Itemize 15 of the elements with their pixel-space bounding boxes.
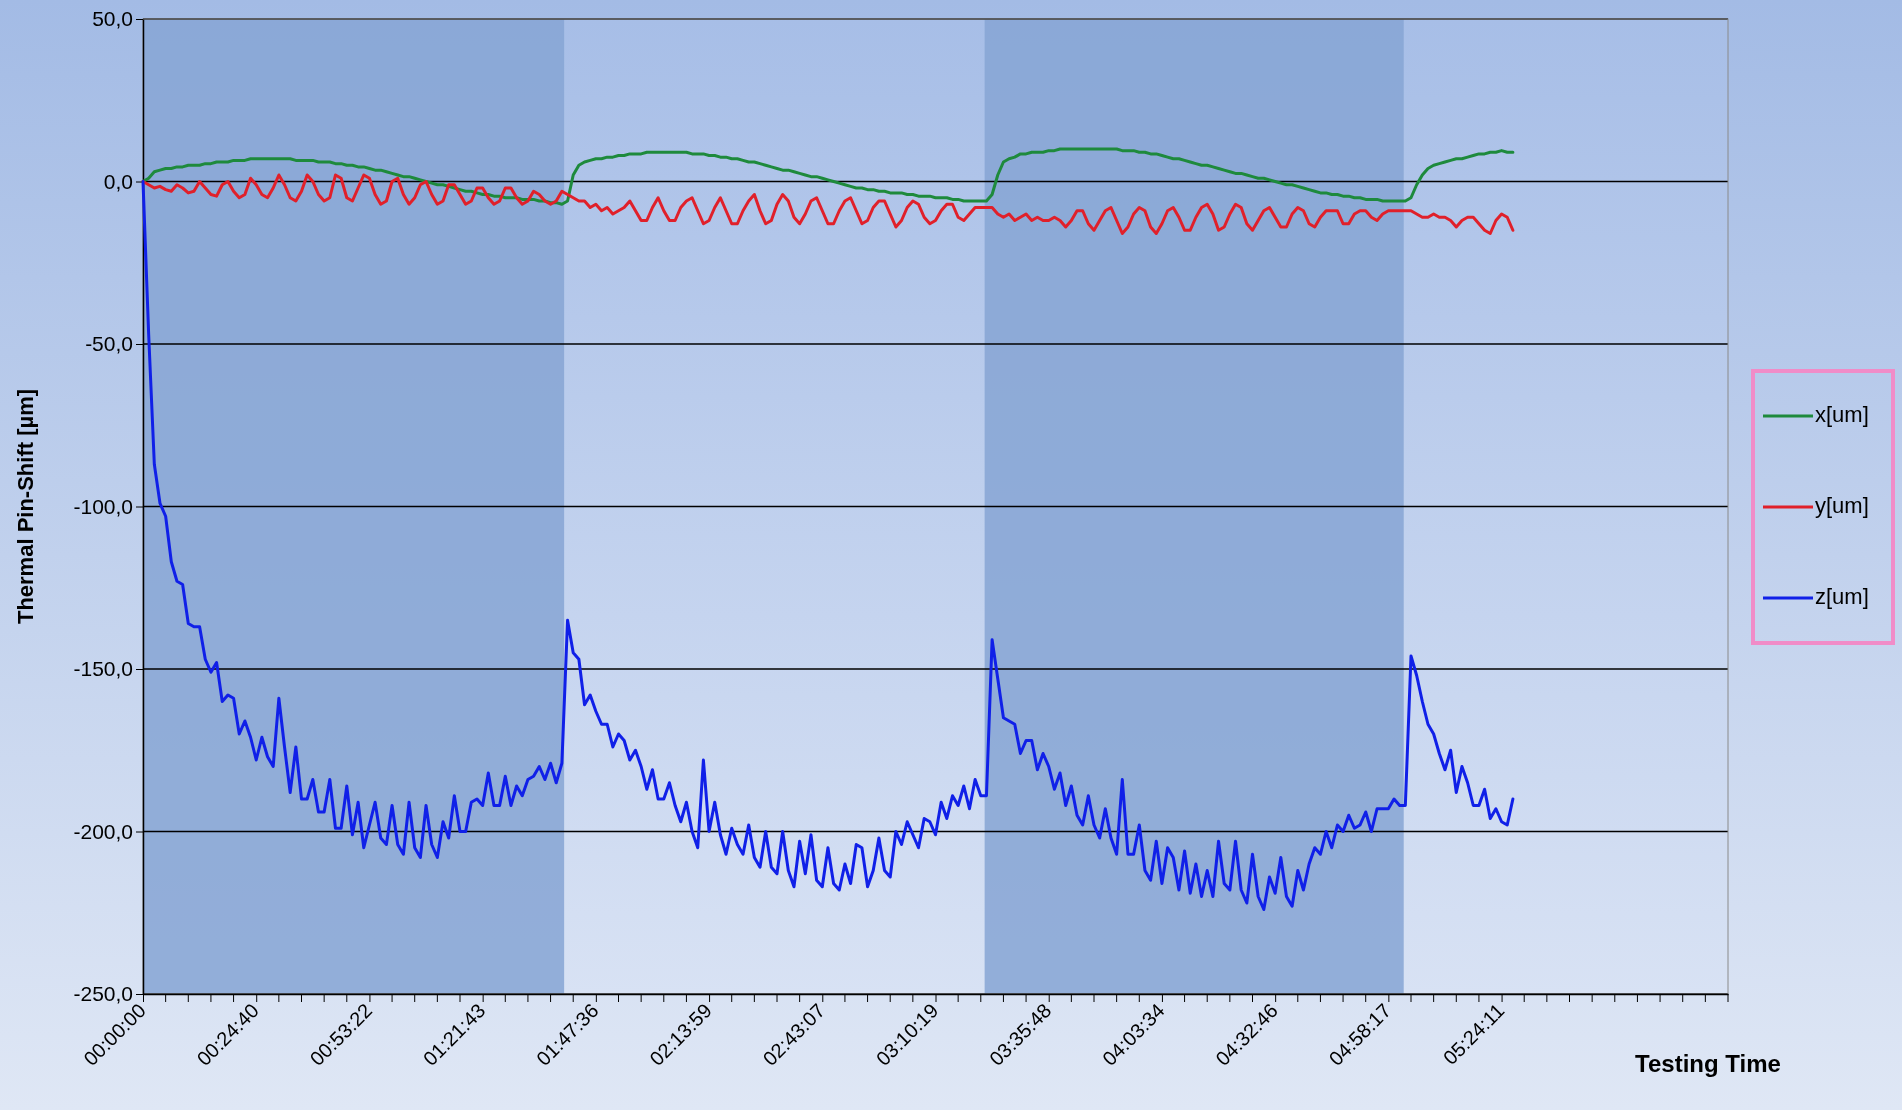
y-tick-label: -50,0 bbox=[85, 332, 133, 356]
line-series bbox=[141, 147, 1515, 206]
line-series bbox=[141, 173, 1515, 235]
y-tick-label: -250,0 bbox=[73, 982, 133, 1006]
legend-label: z[um] bbox=[1815, 583, 1869, 609]
y-tick-label: -200,0 bbox=[73, 819, 133, 843]
y-tick-label: -100,0 bbox=[73, 494, 133, 518]
y-tick-label: 0,0 bbox=[103, 169, 133, 193]
y-tick-label: -150,0 bbox=[73, 657, 133, 681]
line-series bbox=[141, 180, 1515, 911]
y-tick-label: 50,0 bbox=[92, 7, 133, 31]
y-axis-title: Thermal Pin-Shift [µm] bbox=[13, 388, 38, 625]
legend-label: x[um] bbox=[1815, 401, 1869, 427]
x-axis-title: Testing Time bbox=[1635, 1050, 1781, 1077]
legend-label: y[um] bbox=[1815, 492, 1869, 518]
